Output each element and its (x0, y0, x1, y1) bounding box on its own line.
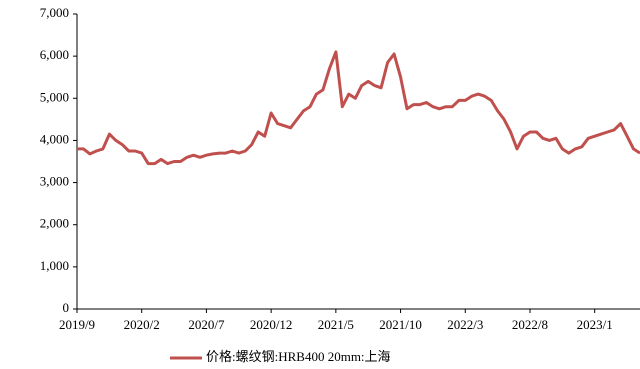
y-tick-label: 1,000 (40, 258, 69, 273)
line (77, 50, 640, 166)
x-tick-label: 2020/2 (124, 317, 160, 332)
y-tick-label: 5,000 (40, 89, 69, 104)
legend-label: 价格:螺纹钢:HRB400 20mm:上海 (206, 349, 391, 364)
y-tick-label: 3,000 (40, 174, 69, 189)
x-tick-label: 2020/7 (188, 317, 225, 332)
y-tick-label: 6,000 (40, 47, 69, 62)
x-tick-label: 2023/1 (577, 317, 613, 332)
y-tick-label: 7,000 (40, 5, 69, 20)
x-tick-label: 2022/3 (447, 317, 483, 332)
x-tick-label: 2021/5 (318, 317, 354, 332)
y-tick-label: 0 (63, 300, 70, 315)
x-tick-label: 2019/9 (59, 317, 95, 332)
y-tick-label: 4,000 (40, 131, 69, 146)
y-tick-label: 2,000 (40, 216, 69, 231)
x-tick-label: 2022/8 (512, 317, 548, 332)
x-tick-label: 2020/12 (250, 317, 293, 332)
x-tick-label: 2021/10 (379, 317, 422, 332)
